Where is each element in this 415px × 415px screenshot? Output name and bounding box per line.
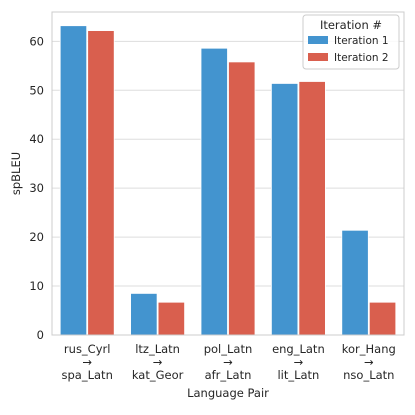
- bar-iteration-1-1: [130, 293, 158, 336]
- x-tick-label-line: →: [364, 355, 374, 369]
- x-tick-label: ltz_Latn → kat_Geor: [132, 342, 184, 382]
- legend-title: Iteration #: [320, 18, 382, 32]
- bar-iteration-2-1: [157, 301, 186, 336]
- x-tick-label-line: kat_Geor: [132, 368, 184, 382]
- y-tick-label: 60: [29, 34, 44, 48]
- y-tick-label: 50: [29, 83, 44, 97]
- x-tick-label-line: rus_Cyrl: [64, 342, 111, 356]
- x-tick-label-line: →: [82, 355, 92, 369]
- legend-swatch-iteration-2: [308, 53, 328, 61]
- bar-iteration-2-3: [298, 81, 326, 336]
- bar-iteration-2-2: [228, 61, 256, 336]
- bar-iteration-1-2: [200, 47, 228, 336]
- legend-swatch-iteration-1: [308, 36, 328, 44]
- x-tick-label-line: nso_Latn: [343, 368, 394, 382]
- x-tick-label: rus_Cyrl → spa_Latn: [62, 342, 113, 382]
- bar-iteration-1-0: [59, 25, 88, 336]
- x-tick-label-line: lit_Latn: [277, 368, 319, 382]
- y-tick-labels: 0 10 20 30 40 50 60: [29, 34, 44, 342]
- x-tick-label-line: pol_Latn: [204, 342, 253, 356]
- x-tick-label-line: ltz_Latn: [135, 342, 180, 356]
- x-tick-label: pol_Latn → afr_Latn: [204, 342, 253, 382]
- x-tick-label-line: →: [294, 355, 304, 369]
- y-tick-label: 30: [29, 181, 44, 195]
- x-tick-label-line: kor_Hang: [342, 342, 396, 356]
- plot-frame: [51, 11, 405, 336]
- bar-iteration-2-4: [368, 301, 397, 336]
- y-axis-label: spBLEU: [9, 152, 23, 195]
- x-tick-label-line: →: [223, 355, 233, 369]
- x-tick-label: kor_Hang → nso_Latn: [342, 342, 396, 382]
- legend-label-iteration-2: Iteration 2: [334, 52, 389, 64]
- x-tick-label-line: afr_Latn: [205, 368, 252, 382]
- bar-iteration-1-4: [341, 229, 369, 336]
- x-tick-label-line: →: [153, 355, 163, 369]
- bar-iteration-2-0: [87, 30, 115, 336]
- y-tick-label: 0: [37, 328, 44, 342]
- legend: Iteration # Iteration 1 Iteration 2: [302, 14, 400, 70]
- x-axis-label: Language Pair: [187, 386, 269, 400]
- x-tick-label-line: spa_Latn: [62, 368, 113, 382]
- bar-iteration-1-3: [270, 83, 299, 336]
- y-tick-label: 10: [29, 279, 44, 293]
- y-tick-label: 40: [29, 132, 44, 146]
- x-tick-label: eng_Latn → lit_Latn: [272, 342, 325, 382]
- legend-label-iteration-1: Iteration 1: [334, 35, 389, 47]
- y-tick-label: 20: [29, 230, 44, 244]
- x-tick-label-line: eng_Latn: [272, 342, 325, 356]
